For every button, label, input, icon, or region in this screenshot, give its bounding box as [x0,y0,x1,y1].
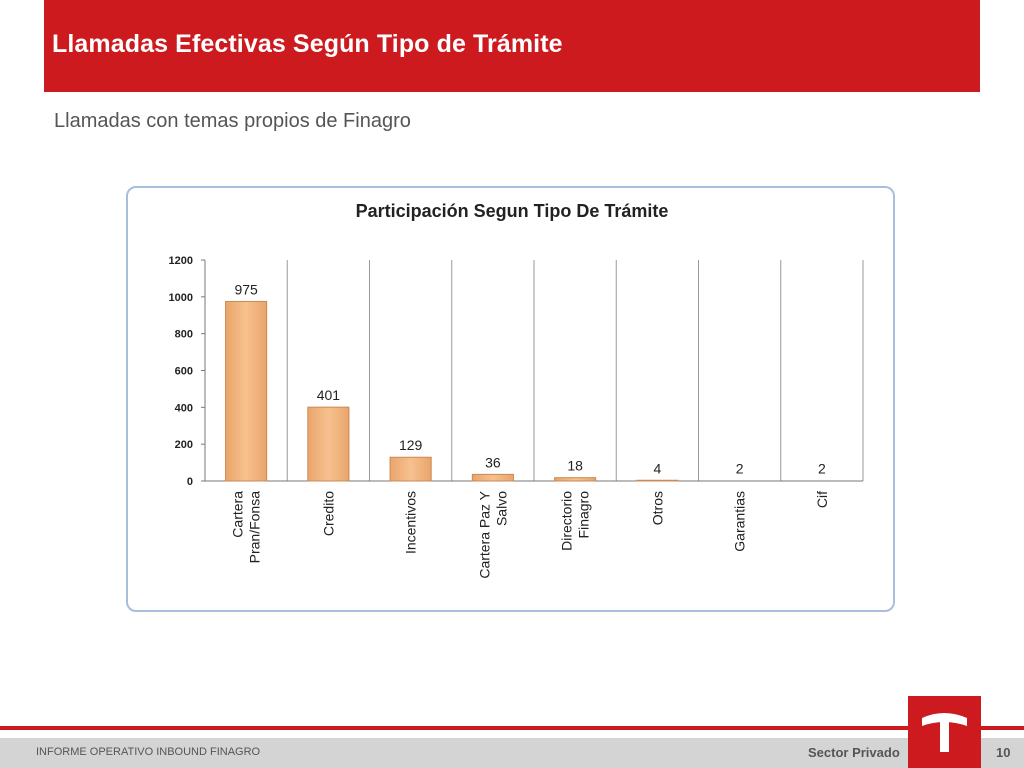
data-label: 975 [234,281,258,297]
category-label: Cartera Paz YSalvo [476,490,509,578]
y-tick-label: 800 [175,329,193,341]
header-bar [44,0,980,92]
page-subtitle: Llamadas con temas propios de Finagro [54,110,411,132]
data-label: 18 [567,458,583,474]
category-label: Otros [649,491,665,525]
page-number: 10 [996,745,1011,760]
category-label: CarteraPran/Fonsa [230,491,263,564]
bar [554,477,597,482]
y-tick-label: 200 [175,439,193,451]
category-label: Garantias [732,491,748,552]
chart-title: Participación Segun Tipo De Trámite [356,201,669,221]
bar [471,473,514,482]
data-label: 4 [653,460,661,476]
data-label: 401 [317,387,341,403]
bar [225,300,268,482]
t-logo-icon [922,713,967,752]
y-tick-label: 0 [187,476,193,488]
y-tick-label: 400 [175,402,193,414]
footer-report-name: INFORME OPERATIVO INBOUND FINAGRO [36,746,261,758]
footer-bar [0,738,1024,768]
data-label: 2 [736,461,744,477]
category-label: DirectorioFinagro [559,491,592,551]
data-label: 2 [818,461,826,477]
chart-frame: Participación Segun Tipo De Trámite 0 200 4… [126,186,895,612]
footer-divider [0,726,1024,730]
category-label: Credito [320,491,336,536]
category-label: Incentivos [403,491,419,554]
data-label: 129 [399,437,423,453]
page-title: Llamadas Efectivas Según Tipo de Trámite [52,30,563,58]
bar [307,406,350,482]
y-tick-label: 600 [175,366,193,378]
bar [636,479,679,482]
y-tick-label: 1000 [169,292,193,304]
brand-logo [908,696,981,768]
y-tick-label: 1200 [169,255,193,267]
category-label: Cif [814,491,830,508]
data-label: 36 [485,454,501,470]
footer-sector: Sector Privado [808,745,900,760]
bar [389,456,432,482]
bar-chart: Participación Segun Tipo De Trámite 0 200 4… [169,201,864,579]
